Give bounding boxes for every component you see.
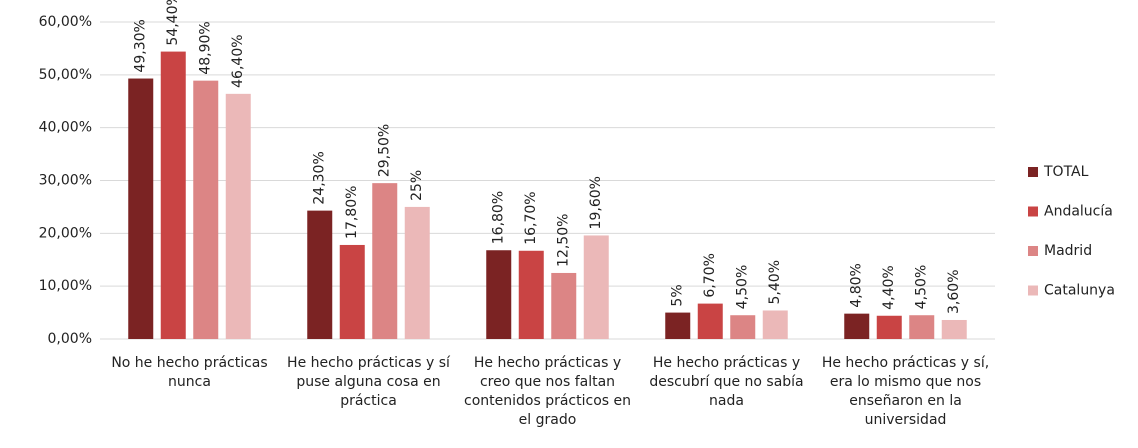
bar — [551, 272, 577, 339]
bar — [404, 206, 430, 339]
y-tick-label: 0,00% — [48, 331, 92, 347]
data-label: 16,80% — [491, 191, 507, 244]
bar — [193, 80, 219, 340]
bar — [128, 78, 154, 339]
y-tick-label: 20,00% — [39, 225, 92, 241]
y-tick-label: 50,00% — [39, 67, 92, 83]
data-label: 6,70% — [702, 253, 718, 297]
legend-label: Andalucía — [1044, 204, 1113, 220]
legend-swatch — [1028, 285, 1038, 296]
data-label: 4,50% — [735, 265, 751, 309]
data-label: 4,80% — [849, 263, 865, 307]
data-label: 54,40% — [165, 0, 181, 46]
bar — [844, 313, 870, 339]
bar — [583, 235, 609, 339]
data-label: 17,80% — [344, 186, 360, 239]
legend-label: Catalunya — [1044, 283, 1115, 299]
data-label: 4,50% — [914, 265, 930, 309]
bar — [876, 315, 902, 339]
data-label: 3,60% — [946, 269, 962, 313]
bar — [730, 315, 756, 339]
data-label: 29,50% — [377, 124, 393, 177]
legend-swatch — [1028, 246, 1038, 256]
bar — [307, 210, 333, 339]
y-tick-label: 40,00% — [39, 120, 92, 136]
legend-swatch — [1028, 206, 1038, 217]
bar — [518, 250, 544, 339]
y-tick-label: 30,00% — [39, 173, 92, 189]
x-tick-label: He hecho prácticas y sí puse alguna cosa… — [287, 355, 450, 409]
x-tick-label: He hecho prácticas y sí, era lo mismo qu… — [821, 355, 990, 428]
legend-label: Madrid — [1044, 243, 1092, 259]
y-tick-label: 60,00% — [39, 14, 92, 30]
data-label: 19,60% — [588, 176, 604, 229]
legend-swatch — [1028, 167, 1038, 177]
bar — [225, 93, 251, 339]
data-label: 49,30% — [133, 19, 149, 72]
bar — [372, 183, 398, 339]
x-tick-label: No he hecho prácticas nunca — [111, 355, 268, 390]
data-label: 48,90% — [198, 21, 214, 74]
data-label: 46,40% — [230, 34, 246, 87]
bar — [762, 310, 788, 339]
y-tick-label: 10,00% — [39, 278, 92, 294]
data-label: 4,40% — [881, 265, 897, 309]
data-label: 16,70% — [523, 191, 539, 244]
x-tick-label: He hecho prácticas y creo que nos faltan… — [464, 355, 631, 428]
data-label: 5% — [670, 284, 686, 306]
legend-label: TOTAL — [1043, 164, 1089, 180]
data-label: 25% — [409, 170, 425, 201]
bar — [697, 303, 723, 339]
data-label: 24,30% — [312, 151, 328, 204]
bar — [339, 244, 365, 339]
bar — [486, 250, 512, 339]
data-label: 12,50% — [556, 214, 572, 267]
bar — [941, 319, 967, 339]
x-tick-label: He hecho prácticas y descubrí que no sab… — [649, 355, 804, 409]
bar — [909, 315, 935, 339]
data-label: 5,40% — [767, 260, 783, 304]
bar — [160, 51, 186, 339]
bar — [665, 312, 691, 339]
